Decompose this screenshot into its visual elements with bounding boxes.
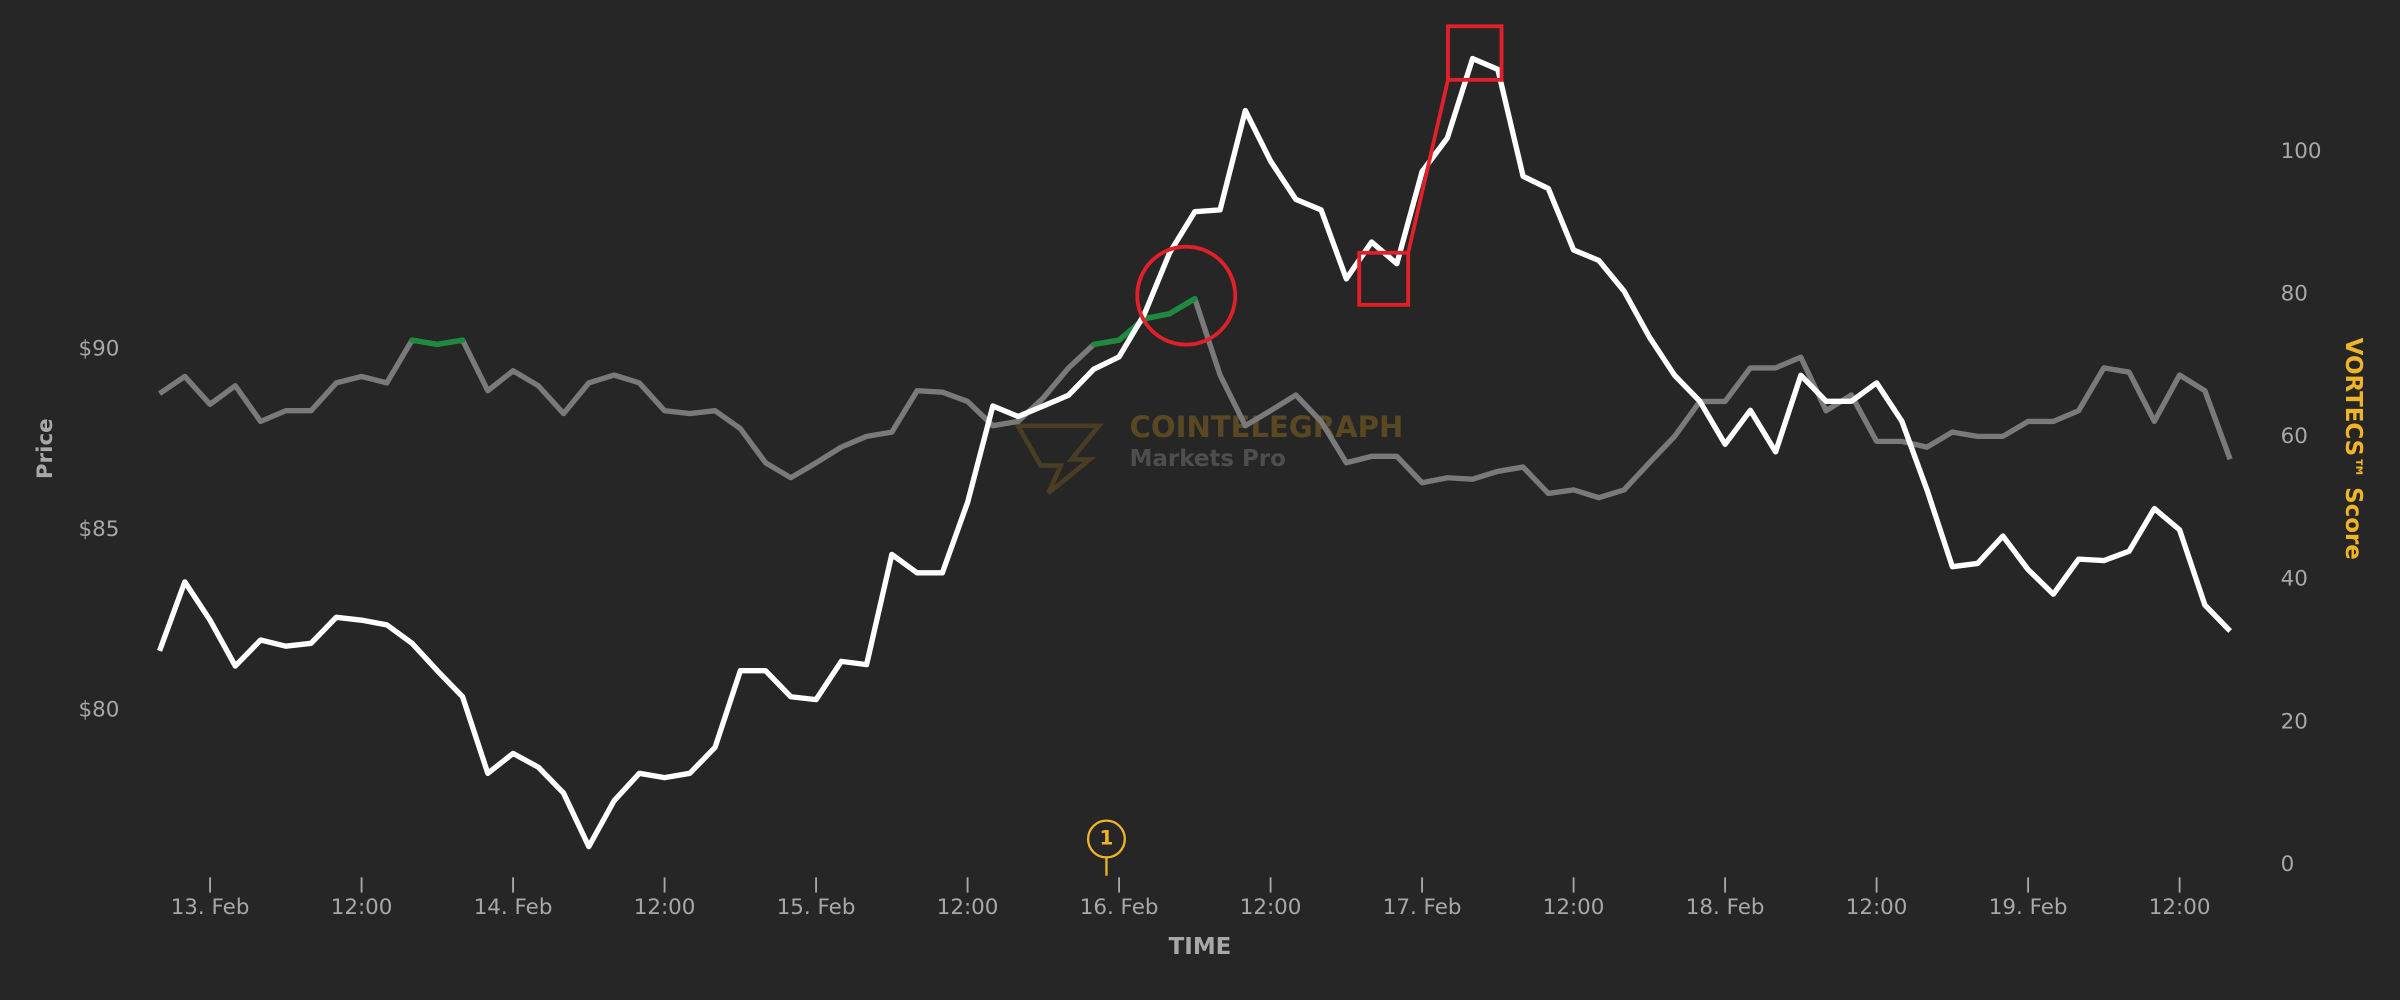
price-line xyxy=(157,55,2233,850)
y2-tick-label: 0 xyxy=(2281,852,2295,877)
y-tick-label: $80 xyxy=(79,697,120,722)
watermark-logo xyxy=(1013,423,1104,495)
y-tick-label: $90 xyxy=(79,336,120,361)
score-highlight xyxy=(1091,337,1122,348)
score-highlight xyxy=(409,337,440,348)
x-tick-label: 16. Feb xyxy=(1080,895,1159,920)
x-tick-label: 18. Feb xyxy=(1686,895,1765,920)
y2-axis-title: VORTECS™ Score xyxy=(2340,338,2366,560)
y-axis-title: Price xyxy=(33,418,58,479)
connector-line xyxy=(1406,79,1450,254)
x-tick-label: 13. Feb xyxy=(171,895,250,920)
highlight-circle xyxy=(1135,244,1238,347)
x-tick-label: 12:00 xyxy=(2149,895,2211,920)
highlight-box xyxy=(1446,24,1504,82)
x-tick-label: 12:00 xyxy=(634,895,696,920)
x-tick-label: 14. Feb xyxy=(474,895,553,920)
x-tick-label: 12:00 xyxy=(1846,895,1908,920)
score-highlight xyxy=(1141,311,1173,322)
event-marker xyxy=(1086,819,1126,859)
annotations xyxy=(1135,24,1504,347)
x-tick-label: 15. Feb xyxy=(777,895,856,920)
highlight-box xyxy=(1357,250,1411,307)
x-tick-label: 12:00 xyxy=(331,895,393,920)
x-tick-label: 17. Feb xyxy=(1383,895,1462,920)
plot-area: 13. Feb 12:00 14. Feb 12:00 15. Feb 12:00 16. … xyxy=(79,55,2322,920)
x-tick-label: 12:00 xyxy=(937,895,999,920)
watermark-subtitle: Markets Pro xyxy=(1130,446,1286,472)
x-axis-title: TIME xyxy=(1169,934,1232,960)
y-tick-label: $85 xyxy=(79,517,120,542)
y2-tick-label: 60 xyxy=(2281,424,2308,449)
score-highlight xyxy=(1166,296,1198,317)
y2-tick-label: 40 xyxy=(2281,567,2308,592)
event-label: 1 xyxy=(1100,827,1114,850)
x-tick-label: 12:00 xyxy=(1240,895,1302,920)
y2-tick-label: 100 xyxy=(2281,139,2322,164)
y2-tick-label: 20 xyxy=(2281,709,2308,734)
score-highlight xyxy=(434,337,466,348)
y2-tick-label: 80 xyxy=(2281,281,2308,306)
x-tick-label: 19. Feb xyxy=(1989,895,2068,920)
x-tick-label: 12:00 xyxy=(1543,895,1605,920)
